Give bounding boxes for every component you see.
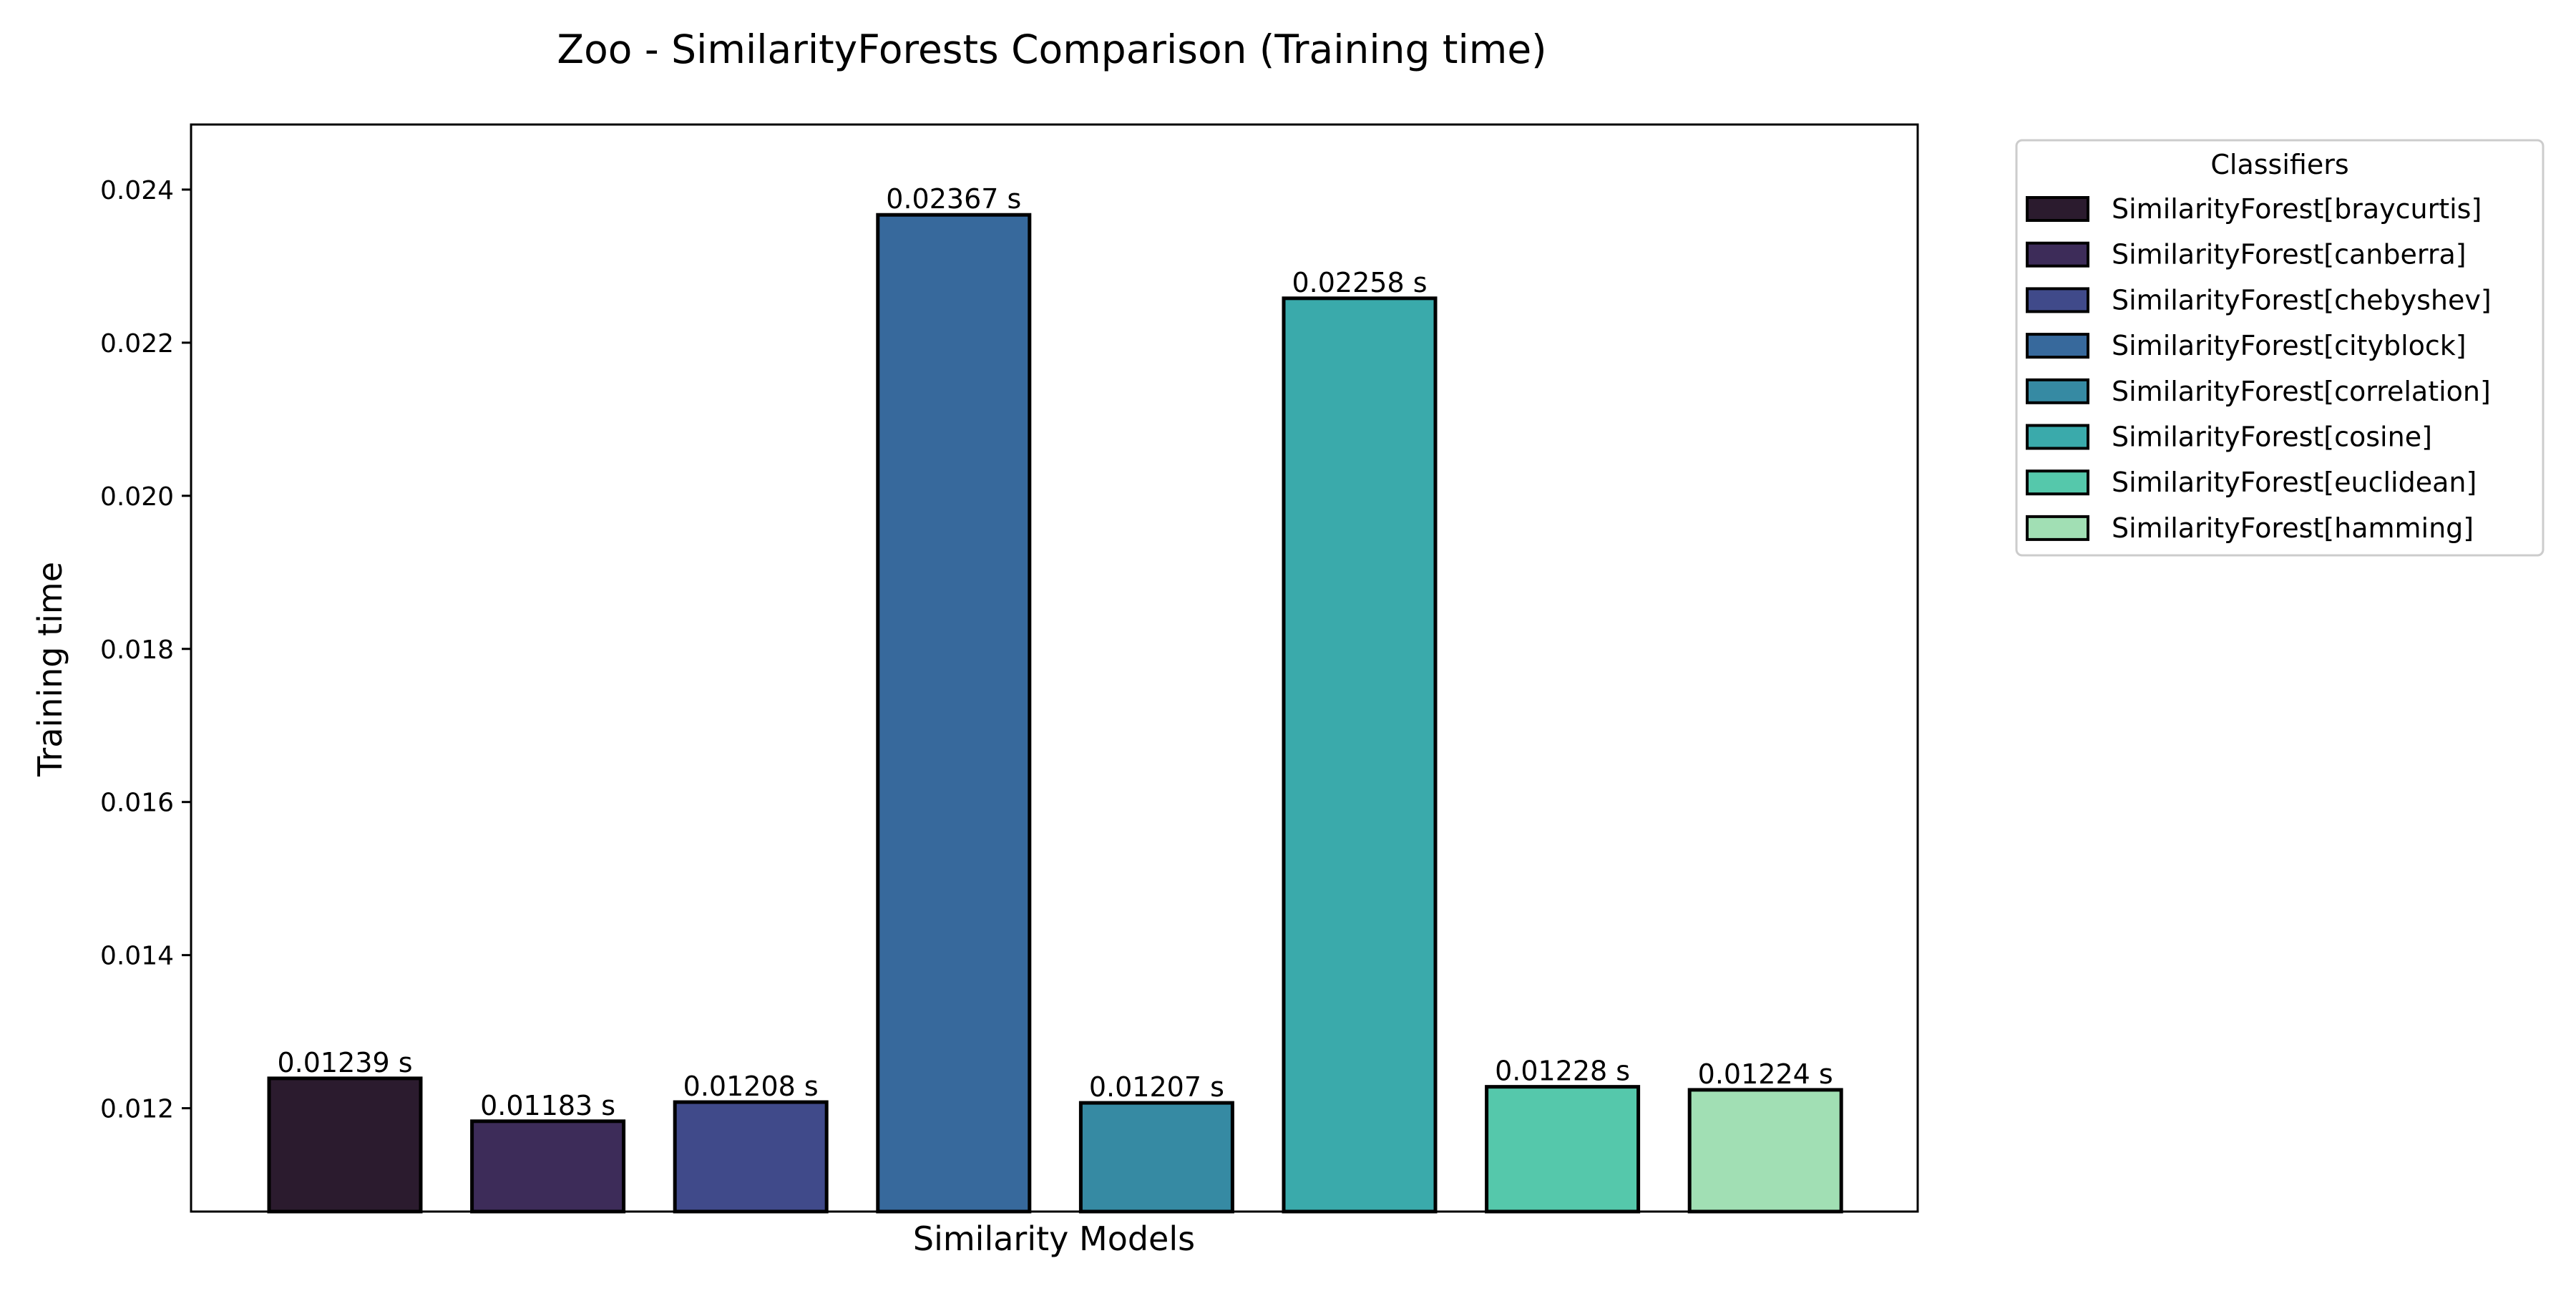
legend-item: SimilarityForest[canberra] <box>2026 239 2467 271</box>
chart-title: Zoo - SimilarityForests Comparison (Trai… <box>557 26 1546 72</box>
legend-swatch <box>2026 287 2089 313</box>
bar-value-label: 0.01228 s <box>1495 1056 1630 1087</box>
bar <box>267 1076 423 1214</box>
bar <box>1078 1101 1234 1214</box>
legend-label: SimilarityForest[hamming] <box>2112 512 2474 544</box>
legend-swatch <box>2026 196 2089 222</box>
legend-label: SimilarityForest[canberra] <box>2112 239 2467 271</box>
legend-title: Classifiers <box>2210 149 2348 180</box>
y-tick-label: 0.012 <box>100 1095 174 1124</box>
bar <box>876 213 1032 1214</box>
y-tick-label: 0.024 <box>100 176 174 205</box>
legend-swatch <box>2026 241 2089 268</box>
bar-value-label: 0.01183 s <box>480 1090 615 1121</box>
bar-value-label: 0.02258 s <box>1292 267 1427 298</box>
bar <box>1282 296 1438 1214</box>
bar <box>1485 1085 1641 1214</box>
bar-value-label: 0.01239 s <box>277 1047 412 1078</box>
legend-swatch <box>2026 469 2089 496</box>
legend-label: SimilarityForest[euclidean] <box>2112 467 2477 498</box>
legend-swatch <box>2026 515 2089 541</box>
bar-value-label: 0.01224 s <box>1698 1058 1833 1090</box>
legend-item: SimilarityForest[cityblock] <box>2026 330 2467 361</box>
bar <box>673 1100 829 1214</box>
legend-label: SimilarityForest[cityblock] <box>2112 330 2467 361</box>
plot-area-frame <box>190 123 1919 1213</box>
bars <box>267 213 1843 1214</box>
legend-label: SimilarityForest[braycurtis] <box>2112 193 2482 225</box>
legend-items: SimilarityForest[braycurtis] SimilarityFo… <box>2026 193 2492 544</box>
bar-value-label: 0.02367 s <box>886 183 1021 215</box>
x-axis-label: Similarity Models <box>913 1219 1195 1258</box>
legend-swatch <box>2026 378 2089 404</box>
legend-item: SimilarityForest[euclidean] <box>2026 467 2477 498</box>
legend-item: SimilarityForest[braycurtis] <box>2026 193 2482 225</box>
legend-label: SimilarityForest[chebyshev] <box>2112 284 2492 316</box>
bar-value-label: 0.01208 s <box>683 1071 819 1102</box>
legend-label: SimilarityForest[cosine] <box>2112 422 2432 453</box>
bar-labels: 0.01239 s 0.01183 s 0.01208 s 0.02367 s 0.01… <box>277 183 1833 1121</box>
y-tick-label: 0.018 <box>100 635 174 665</box>
legend-swatch <box>2026 424 2089 450</box>
legend-frame <box>2015 139 2545 557</box>
y-tick-label: 0.022 <box>100 329 174 359</box>
y-tick-label: 0.016 <box>100 789 174 818</box>
legend-item: SimilarityForest[correlation] <box>2026 376 2491 407</box>
y-axis: 0.012 0.014 0.016 0.018 0.020 0.022 0.024 <box>100 176 191 1124</box>
bar-value-label: 0.01207 s <box>1089 1071 1224 1103</box>
legend-swatch <box>2026 333 2089 359</box>
y-tick-label: 0.020 <box>100 482 174 512</box>
bar <box>1687 1088 1843 1214</box>
legend-item: SimilarityForest[cosine] <box>2026 422 2432 453</box>
y-tick-label: 0.014 <box>100 942 174 971</box>
bar <box>470 1119 626 1214</box>
y-axis-label: Training time <box>31 562 69 777</box>
legend: Classifiers SimilarityForest[braycurtis]… <box>2015 139 2545 557</box>
legend-item: SimilarityForest[chebyshev] <box>2026 284 2492 316</box>
legend-label: SimilarityForest[correlation] <box>2112 376 2491 407</box>
legend-item: SimilarityForest[hamming] <box>2026 512 2474 544</box>
